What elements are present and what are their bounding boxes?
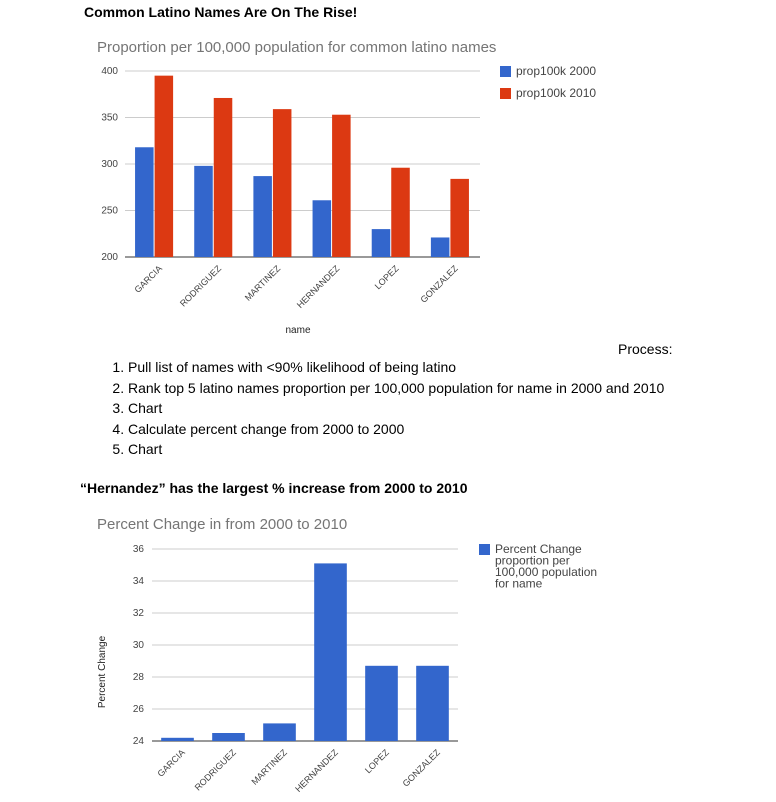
chart-title: Percent Change in from 2000 to 2010: [97, 516, 347, 533]
y-tick-label: 26: [133, 704, 145, 715]
bar: [371, 229, 391, 257]
bar: [194, 165, 213, 257]
legend-label: prop100k 2010: [516, 86, 596, 100]
x-tick-label: GARCIA: [155, 747, 186, 778]
bar: [263, 723, 296, 741]
y-tick-label: 400: [101, 66, 118, 77]
y-tick-label: 32: [133, 608, 145, 619]
bar: [365, 665, 398, 741]
y-tick-label: 28: [133, 672, 145, 683]
bar: [213, 97, 233, 257]
legend-label: Percent Change: [495, 542, 582, 556]
bar: [272, 109, 292, 257]
x-tick-label: RODRIGUEZ: [193, 747, 239, 793]
process-label: Process:: [618, 341, 673, 357]
bar: [450, 178, 469, 257]
legend-label: 100,000 population: [495, 565, 597, 579]
bar: [212, 733, 245, 741]
process-steps: Pull list of names with <90% likelihood …: [85, 357, 776, 460]
bar: [332, 114, 351, 258]
step-item: Rank top 5 latino names proportion per 1…: [128, 378, 776, 399]
bar: [253, 176, 272, 257]
x-tick-label: GONZALEZ: [401, 747, 443, 789]
x-axis-label: name: [285, 325, 310, 336]
bar: [391, 167, 410, 257]
bar: [161, 737, 194, 741]
y-tick-label: 250: [101, 206, 118, 217]
step-item: Calculate percent change from 2000 to 20…: [128, 419, 776, 440]
y-tick-label: 30: [133, 640, 145, 651]
x-tick-label: LOPEZ: [363, 747, 391, 775]
bar: [154, 75, 174, 258]
y-tick-label: 24: [133, 736, 145, 747]
legend-label: prop100k 2000: [516, 64, 596, 78]
legend-swatch: [479, 544, 490, 555]
step-item: Chart: [128, 439, 776, 460]
y-tick-label: 350: [101, 113, 118, 124]
bar: [135, 147, 154, 257]
x-tick-label: MARTINEZ: [249, 747, 289, 787]
legend-swatch: [500, 88, 511, 99]
x-tick-label: HERNANDEZ: [293, 747, 340, 794]
y-axis-label: Percent Change: [97, 635, 108, 708]
legend-swatch: [500, 66, 511, 77]
bar: [416, 665, 449, 741]
proportion-bar-chart: Proportion per 100,000 population for co…: [97, 39, 596, 336]
page-heading: Common Latino Names Are On The Rise!: [84, 4, 358, 20]
legend-label: proportion per: [495, 554, 570, 568]
bar: [314, 563, 347, 741]
y-tick-label: 36: [133, 544, 145, 555]
y-tick-label: 34: [133, 576, 145, 587]
step-item: Chart: [128, 398, 776, 419]
y-tick-label: 300: [101, 159, 118, 170]
bar: [312, 200, 332, 257]
legend-label: for name: [495, 577, 543, 591]
section-heading: “Hernandez” has the largest % increase f…: [80, 480, 468, 496]
step-item: Pull list of names with <90% likelihood …: [128, 357, 776, 378]
bar: [430, 237, 450, 257]
chart-title: Proportion per 100,000 population for co…: [97, 39, 496, 56]
y-tick-label: 200: [101, 252, 118, 263]
